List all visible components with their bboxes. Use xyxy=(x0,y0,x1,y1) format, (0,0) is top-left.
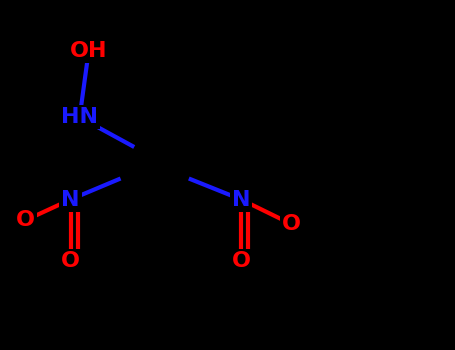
Text: OH: OH xyxy=(70,41,107,61)
Text: N: N xyxy=(232,189,250,210)
Text: N: N xyxy=(61,189,80,210)
Text: O: O xyxy=(232,251,251,271)
Text: O: O xyxy=(282,214,301,234)
Text: O: O xyxy=(15,210,35,231)
Text: O: O xyxy=(61,251,80,271)
Text: HN: HN xyxy=(61,107,98,127)
